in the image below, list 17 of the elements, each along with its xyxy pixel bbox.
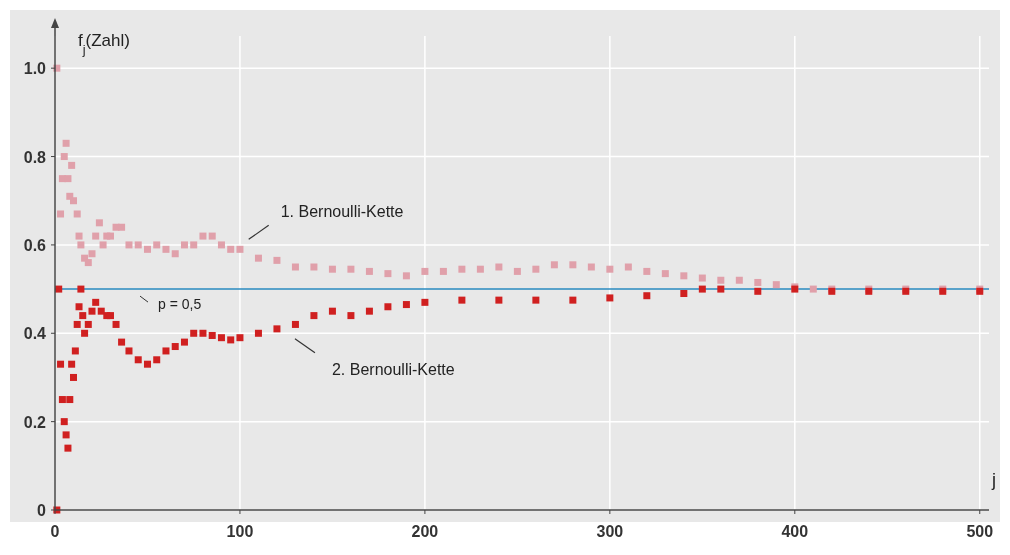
x-tick-label: 400 xyxy=(781,523,809,540)
y-tick-label: 1.0 xyxy=(23,60,47,78)
y-tick-label: 0.4 xyxy=(23,325,47,343)
y-tick-label: 0.8 xyxy=(23,148,47,166)
x-tick-label: 300 xyxy=(596,523,624,540)
x-tick-label: 0 xyxy=(50,523,60,540)
y-axis-title: f$_{j}$(Zahl) xyxy=(78,31,130,57)
text: 1. Bernoulli-Kette xyxy=(280,203,404,221)
y-tick-label: 0.6 xyxy=(23,236,47,254)
x-axis-title: j xyxy=(991,470,996,490)
y-tick-label: 0 xyxy=(37,502,47,519)
x-tick-label: 500 xyxy=(966,523,994,540)
ref-line-label: p = 0,5 xyxy=(158,296,202,313)
x-tick-label: 100 xyxy=(226,523,254,540)
y-tick-label: 0.2 xyxy=(23,413,47,431)
text: 2. Bernoulli-Kette xyxy=(331,360,455,378)
x-tick-label: 200 xyxy=(411,523,439,540)
